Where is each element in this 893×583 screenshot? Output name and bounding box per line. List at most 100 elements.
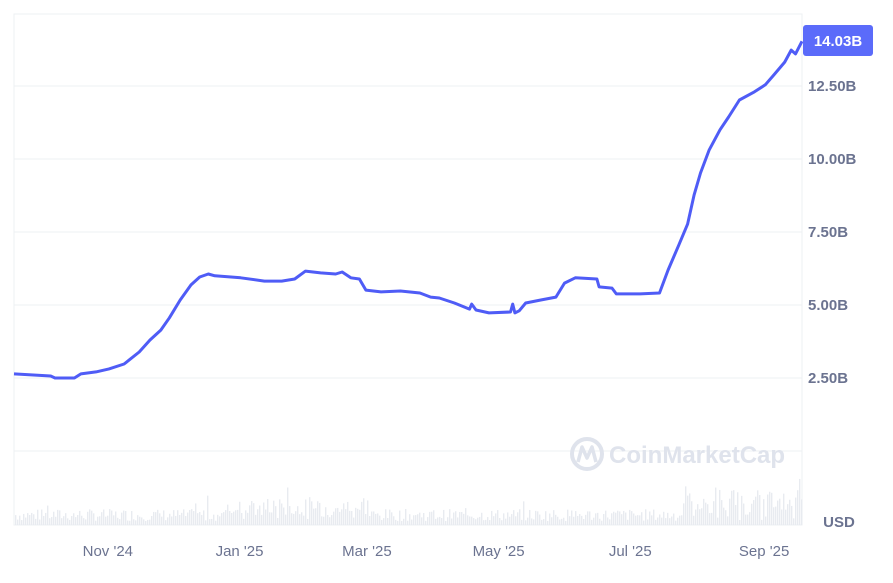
volume-bar	[325, 507, 327, 525]
volume-bar	[739, 519, 741, 525]
volume-bar	[219, 516, 221, 525]
volume-bar	[623, 510, 625, 525]
volume-bar	[527, 517, 529, 525]
volume-bar	[529, 509, 531, 525]
volume-bar	[127, 520, 129, 525]
volume-bar	[509, 516, 511, 525]
volume-bar	[293, 513, 295, 525]
volume-bar	[303, 515, 305, 525]
volume-bar	[545, 511, 547, 525]
volume-bar	[193, 511, 195, 525]
volume-bar	[97, 516, 99, 525]
volume-bar	[283, 507, 285, 525]
volume-bar	[61, 518, 63, 525]
volume-bar	[697, 504, 699, 525]
volume-bar	[31, 512, 33, 525]
volume-bar	[445, 520, 447, 525]
volume-bar	[583, 518, 585, 525]
volume-bar	[585, 514, 587, 525]
volume-bar	[319, 502, 321, 525]
volume-bar	[211, 518, 213, 525]
volume-bar	[159, 513, 161, 525]
volume-bar	[51, 517, 53, 525]
volume-bar	[331, 515, 333, 525]
volume-bar	[53, 511, 55, 525]
volume-bar	[273, 500, 275, 525]
volume-bar	[201, 514, 203, 525]
volume-bar	[45, 512, 47, 525]
coinmarketcap-logo-mark-icon	[576, 445, 598, 463]
volume-bar	[673, 513, 675, 525]
volume-bar	[531, 518, 533, 525]
volume-bar	[333, 511, 335, 525]
volume-bar	[29, 515, 31, 525]
volume-bar	[405, 509, 407, 525]
volume-bar	[251, 501, 253, 525]
volume-bar	[695, 509, 697, 525]
volume-bar	[71, 516, 73, 525]
volume-bar	[799, 478, 801, 525]
volume-bar	[423, 513, 425, 525]
volume-bar	[15, 515, 17, 525]
volume-bar	[363, 498, 365, 525]
volume-bar	[717, 517, 719, 525]
volume-bar	[419, 512, 421, 525]
volume-bar	[17, 519, 19, 525]
volume-bar	[569, 516, 571, 525]
volume-bar	[297, 506, 299, 525]
volume-bar	[121, 512, 123, 525]
volume-bar	[603, 514, 605, 525]
volume-bar	[47, 505, 49, 525]
volume-bar	[573, 516, 575, 525]
volume-bar	[491, 510, 493, 525]
volume-bar	[597, 512, 599, 525]
volume-bar	[113, 515, 115, 525]
volume-bar	[551, 517, 553, 525]
volume-bar	[701, 508, 703, 525]
volume-bar	[89, 509, 91, 525]
volume-bar	[83, 518, 85, 525]
volume-bar	[409, 514, 411, 525]
volume-bar	[369, 516, 371, 525]
volume-bar	[577, 515, 579, 525]
volume-bar	[625, 512, 627, 525]
volume-bar	[713, 501, 715, 525]
volume-bar	[567, 509, 569, 525]
volume-bar	[133, 519, 135, 525]
volume-bar	[641, 512, 643, 525]
volume-bar	[787, 504, 789, 525]
volume-bar	[129, 520, 131, 525]
volume-bar	[769, 491, 771, 525]
volume-bar	[439, 516, 441, 525]
volume-bar	[111, 510, 113, 525]
volume-bar	[349, 510, 351, 525]
volume-bar	[183, 509, 185, 525]
volume-bar	[109, 509, 111, 525]
volume-bar	[429, 511, 431, 525]
volume-bar	[371, 511, 373, 525]
volume-bar	[647, 519, 649, 525]
volume-bar	[181, 512, 183, 525]
volume-bar	[655, 519, 657, 525]
volume-bar	[399, 510, 401, 525]
volume-bar	[135, 520, 137, 525]
currency-label: USD	[823, 514, 855, 531]
volume-bar	[753, 500, 755, 525]
volume-bar	[103, 509, 105, 525]
volume-bar	[415, 515, 417, 525]
volume-bar	[519, 509, 521, 525]
volume-bar	[435, 518, 437, 525]
volume-bar	[425, 520, 427, 525]
volume-bar	[615, 512, 617, 525]
volume-bar	[761, 519, 763, 525]
volume-bar	[687, 495, 689, 525]
volume-bar	[447, 517, 449, 525]
volume-bar	[781, 509, 783, 525]
volume-bar	[287, 487, 289, 525]
volume-bar	[117, 517, 119, 525]
series-line[interactable]	[13, 40, 804, 380]
volume-bar	[267, 499, 269, 525]
volume-bar	[485, 519, 487, 525]
volume-bar	[737, 492, 739, 525]
volume-bar	[231, 512, 233, 525]
